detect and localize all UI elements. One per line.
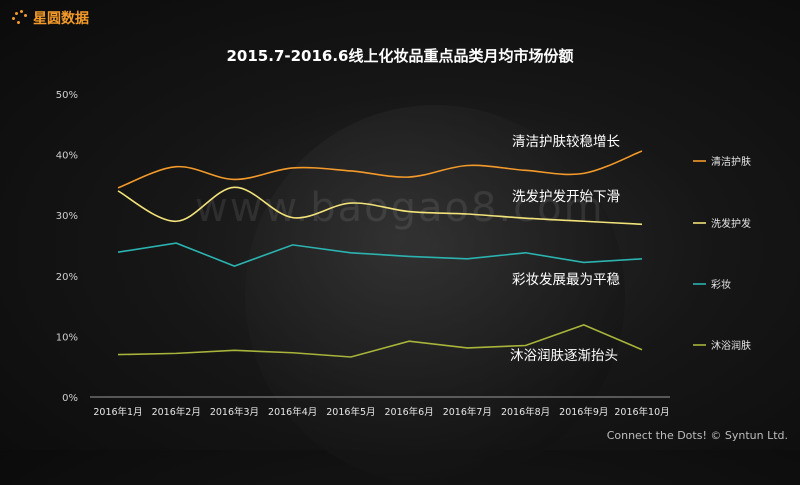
series-line [118,243,642,266]
footer-copyright: Connect the Dots! © Syntun Ltd. [607,429,788,442]
x-tick-label: 2016年1月 [93,406,142,418]
y-tick-label: 0% [62,393,78,404]
chart-annotation: 洗发护发开始下滑 [512,189,620,205]
y-tick-label: 20% [56,272,78,283]
legend-label: 彩妆 [711,278,731,291]
x-tick-label: 2016年4月 [268,406,317,418]
x-tick-label: 2016年9月 [559,406,608,418]
chart-annotation: 沐浴润肤逐渐抬头 [510,348,618,364]
y-tick-label: 40% [56,151,78,162]
line-chart: 0% 10% 20% 30% 40% 50% 2016年1月 2016年2月 2016年3月 20… [0,0,800,450]
x-tick-label: 2016年7月 [443,406,492,418]
x-tick-label: 2016年5月 [326,406,375,418]
legend-label: 洗发护发 [711,217,751,230]
legend-label: 沐浴润肤 [711,339,751,352]
x-tick-label: 2016年2月 [152,406,201,418]
y-tick-label: 10% [56,332,78,343]
chart-annotation: 彩妆发展最为平稳 [512,272,620,288]
x-tick-label: 2016年6月 [384,406,433,418]
series-line [118,151,642,188]
y-tick-label: 50% [56,90,78,101]
y-tick-label: 30% [56,211,78,222]
x-tick-label: 2016年3月 [210,406,259,418]
legend-label: 清洁护肤 [711,155,751,168]
chart-annotation: 清洁护肤较稳增长 [512,134,620,150]
x-tick-label: 2016年10月 [614,406,669,418]
x-tick-label: 2016年8月 [501,406,550,418]
